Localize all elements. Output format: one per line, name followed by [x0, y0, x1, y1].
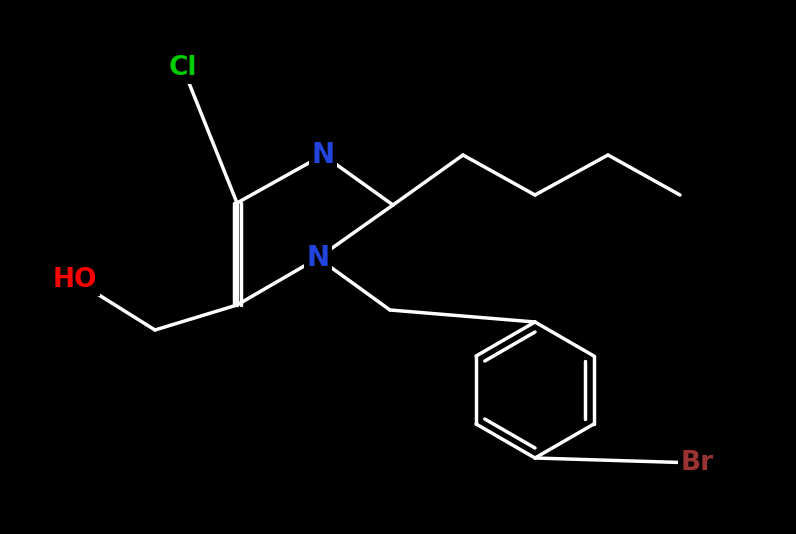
Text: N: N	[306, 244, 330, 272]
Text: Br: Br	[681, 450, 713, 476]
Text: N: N	[311, 141, 334, 169]
Text: HO: HO	[53, 267, 97, 293]
Text: Cl: Cl	[169, 55, 197, 81]
